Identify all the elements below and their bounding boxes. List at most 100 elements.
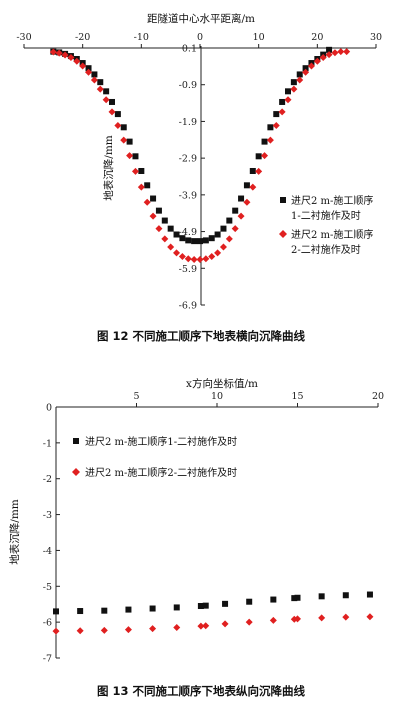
data-point-square bbox=[202, 602, 209, 609]
data-point-diamond bbox=[243, 198, 251, 206]
data-point-square bbox=[125, 606, 132, 613]
y-tick-label: -1 bbox=[43, 438, 52, 449]
data-point-square bbox=[270, 596, 277, 603]
data-point-diamond bbox=[214, 249, 222, 257]
x-tick-label: -10 bbox=[134, 32, 149, 43]
y-tick-label: -4.9 bbox=[179, 227, 197, 238]
data-point-diamond bbox=[52, 627, 60, 635]
data-point-square bbox=[126, 138, 133, 145]
x-axis-title: x方向坐标值/m bbox=[186, 377, 258, 390]
data-point-diamond bbox=[120, 136, 128, 144]
data-point-diamond bbox=[202, 622, 210, 630]
figure-caption: 图 13 不同施工顺序下地表纵向沉降曲线 bbox=[97, 684, 306, 698]
series-1 bbox=[50, 46, 333, 245]
data-point-square bbox=[214, 231, 221, 238]
data-point-square bbox=[101, 607, 108, 614]
data-point-diamond bbox=[202, 255, 210, 263]
data-point-diamond bbox=[143, 198, 151, 206]
data-point-diamond bbox=[124, 626, 132, 634]
legend-marker-diamond bbox=[279, 230, 287, 238]
x-tick-label: -20 bbox=[75, 32, 90, 43]
y-tick-label: -7 bbox=[43, 654, 52, 665]
data-point-diamond bbox=[67, 54, 75, 62]
data-point-diamond bbox=[55, 49, 63, 57]
data-point-square bbox=[294, 594, 301, 601]
data-point-diamond bbox=[337, 48, 345, 56]
data-point-diamond bbox=[49, 48, 57, 56]
data-point-diamond bbox=[137, 183, 145, 191]
legend-label: 进尺2 m-施工顺序 bbox=[291, 228, 373, 241]
x-tick-label: 20 bbox=[372, 391, 384, 402]
data-point-diamond bbox=[245, 618, 253, 626]
data-point-diamond bbox=[278, 108, 286, 116]
data-point-diamond bbox=[225, 235, 233, 243]
data-point-square bbox=[285, 88, 291, 95]
y-tick-label: -6 bbox=[43, 618, 52, 629]
y-tick-label: -3 bbox=[43, 510, 52, 521]
data-point-square bbox=[114, 111, 121, 118]
data-point-diamond bbox=[249, 183, 257, 191]
data-point-diamond bbox=[231, 225, 239, 233]
data-point-square bbox=[109, 98, 115, 105]
data-point-square bbox=[103, 88, 110, 95]
data-point-diamond bbox=[76, 627, 84, 635]
data-point-square bbox=[326, 46, 333, 53]
data-point-square bbox=[302, 65, 309, 72]
data-point-square bbox=[290, 79, 297, 86]
data-point-square bbox=[138, 167, 145, 174]
legend-label: 进尺2 m-施工顺序1-二衬施作及时 bbox=[85, 435, 237, 448]
data-point-diamond bbox=[90, 76, 98, 84]
data-point-diamond bbox=[269, 616, 277, 624]
data-point-diamond bbox=[255, 167, 263, 175]
data-point-square bbox=[161, 217, 168, 224]
data-point-square bbox=[220, 225, 227, 232]
data-point-square bbox=[318, 593, 325, 600]
data-point-diamond bbox=[296, 76, 304, 84]
data-point-diamond bbox=[266, 136, 274, 144]
data-point-diamond bbox=[161, 235, 169, 243]
data-point-diamond bbox=[272, 121, 280, 129]
data-point-square bbox=[267, 124, 274, 131]
y-tick-label: -2.9 bbox=[179, 154, 197, 165]
y-tick-label: -0.9 bbox=[179, 80, 197, 91]
data-point-square bbox=[279, 98, 286, 105]
data-point-diamond bbox=[155, 225, 163, 233]
data-point-diamond bbox=[149, 212, 157, 220]
data-point-diamond bbox=[221, 620, 229, 628]
data-point-diamond bbox=[178, 253, 186, 261]
data-point-diamond bbox=[173, 249, 181, 257]
series-2 bbox=[52, 613, 374, 635]
data-point-diamond bbox=[261, 152, 269, 160]
data-point-square bbox=[291, 595, 298, 602]
y-tick-label: -5.9 bbox=[179, 264, 197, 275]
data-point-diamond bbox=[96, 85, 104, 93]
data-point-diamond bbox=[108, 108, 116, 116]
data-point-square bbox=[173, 231, 180, 238]
data-point-diamond bbox=[190, 255, 198, 263]
y-tick-label: -4 bbox=[43, 546, 52, 557]
y-axis-title: 地表沉降/mm bbox=[8, 499, 21, 564]
x-tick-label: 30 bbox=[370, 32, 382, 43]
legend-marker-square bbox=[280, 197, 286, 203]
y-axis-title: 地表沉降/mm bbox=[102, 135, 115, 200]
data-point-diamond bbox=[219, 243, 227, 251]
data-point-diamond bbox=[307, 62, 315, 70]
data-point-square bbox=[202, 237, 209, 244]
y-tick-label: 0.1 bbox=[182, 44, 197, 55]
data-point-square bbox=[238, 195, 245, 202]
legend-label: 进尺2 m-施工顺序 bbox=[291, 194, 373, 207]
data-point-diamond bbox=[290, 85, 298, 93]
data-point-diamond bbox=[196, 255, 204, 263]
data-point-square bbox=[132, 153, 139, 160]
y-tick-label: -5 bbox=[43, 582, 52, 593]
figure-13: x方向坐标值/m 5 10 15 20 0 -1 -2 -3 -4 -5 -6 -7 地表沉降/mm… bbox=[8, 377, 384, 698]
data-point-diamond bbox=[61, 51, 69, 59]
data-point-diamond bbox=[343, 48, 351, 56]
data-point-diamond bbox=[184, 255, 192, 263]
data-point-square bbox=[185, 237, 192, 244]
y-tick-label: -2 bbox=[43, 474, 52, 485]
data-point-diamond bbox=[100, 626, 108, 634]
data-point-diamond bbox=[208, 253, 216, 261]
series-2 bbox=[49, 48, 351, 263]
data-point-square bbox=[366, 591, 373, 598]
